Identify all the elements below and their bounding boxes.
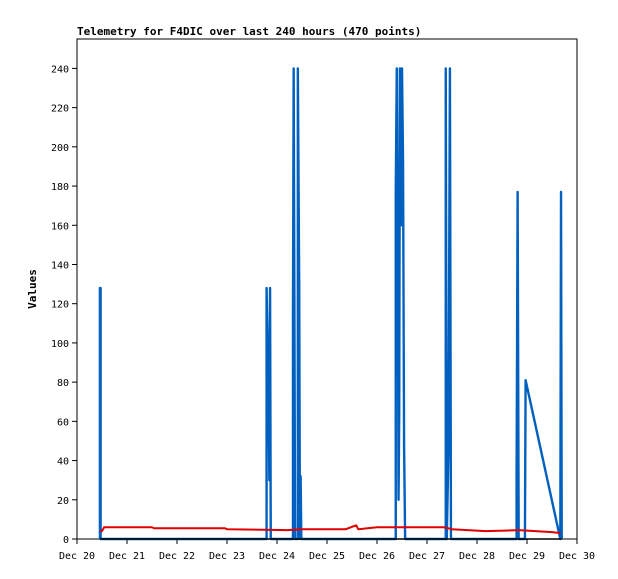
y-tick-label: 140 [51, 260, 69, 271]
x-tick-label: Dec 30 [559, 551, 595, 562]
series-line-2 [99, 524, 561, 535]
y-axis-label: Values [26, 269, 39, 309]
y-tick-label: 60 [57, 417, 69, 428]
x-axis: Dec 20 Dec 21 Dec 22 Dec 23 Dec 24 Dec 25 Dec … [59, 539, 595, 562]
x-tick-label: Dec 26 [359, 551, 395, 562]
x-tick-label: Dec 28 [459, 551, 495, 562]
y-tick-label: 220 [51, 104, 69, 115]
x-tick-label: Dec 27 [409, 551, 445, 562]
y-tick-label: 40 [57, 457, 69, 468]
y-tick-label: 0 [63, 535, 69, 546]
x-tick-label: Dec 29 [509, 551, 545, 562]
x-tick-label: Dec 21 [109, 551, 145, 562]
series-layer [98, 67, 563, 541]
x-tick-label: Dec 24 [259, 551, 295, 562]
x-tick-label: Dec 20 [59, 551, 95, 562]
y-tick-label: 80 [57, 378, 69, 389]
y-tick-label: 240 [51, 64, 69, 75]
chart-title: Telemetry for F4DIC over last 240 hours … [77, 25, 421, 38]
x-tick-label: Dec 23 [209, 551, 245, 562]
y-axis: 0 20 40 60 80 100 120 140 160 180 200 220 240 [51, 64, 77, 546]
y-tick-label: 180 [51, 182, 69, 193]
plot-frame [76, 38, 578, 540]
x-tick-label: Dec 22 [159, 551, 195, 562]
y-tick-label: 100 [51, 339, 69, 350]
y-tick-label: 200 [51, 143, 69, 154]
y-tick-label: 160 [51, 221, 69, 232]
x-tick-label: Dec 25 [309, 551, 345, 562]
y-tick-label: 120 [51, 300, 69, 311]
y-tick-label: 20 [57, 496, 69, 507]
